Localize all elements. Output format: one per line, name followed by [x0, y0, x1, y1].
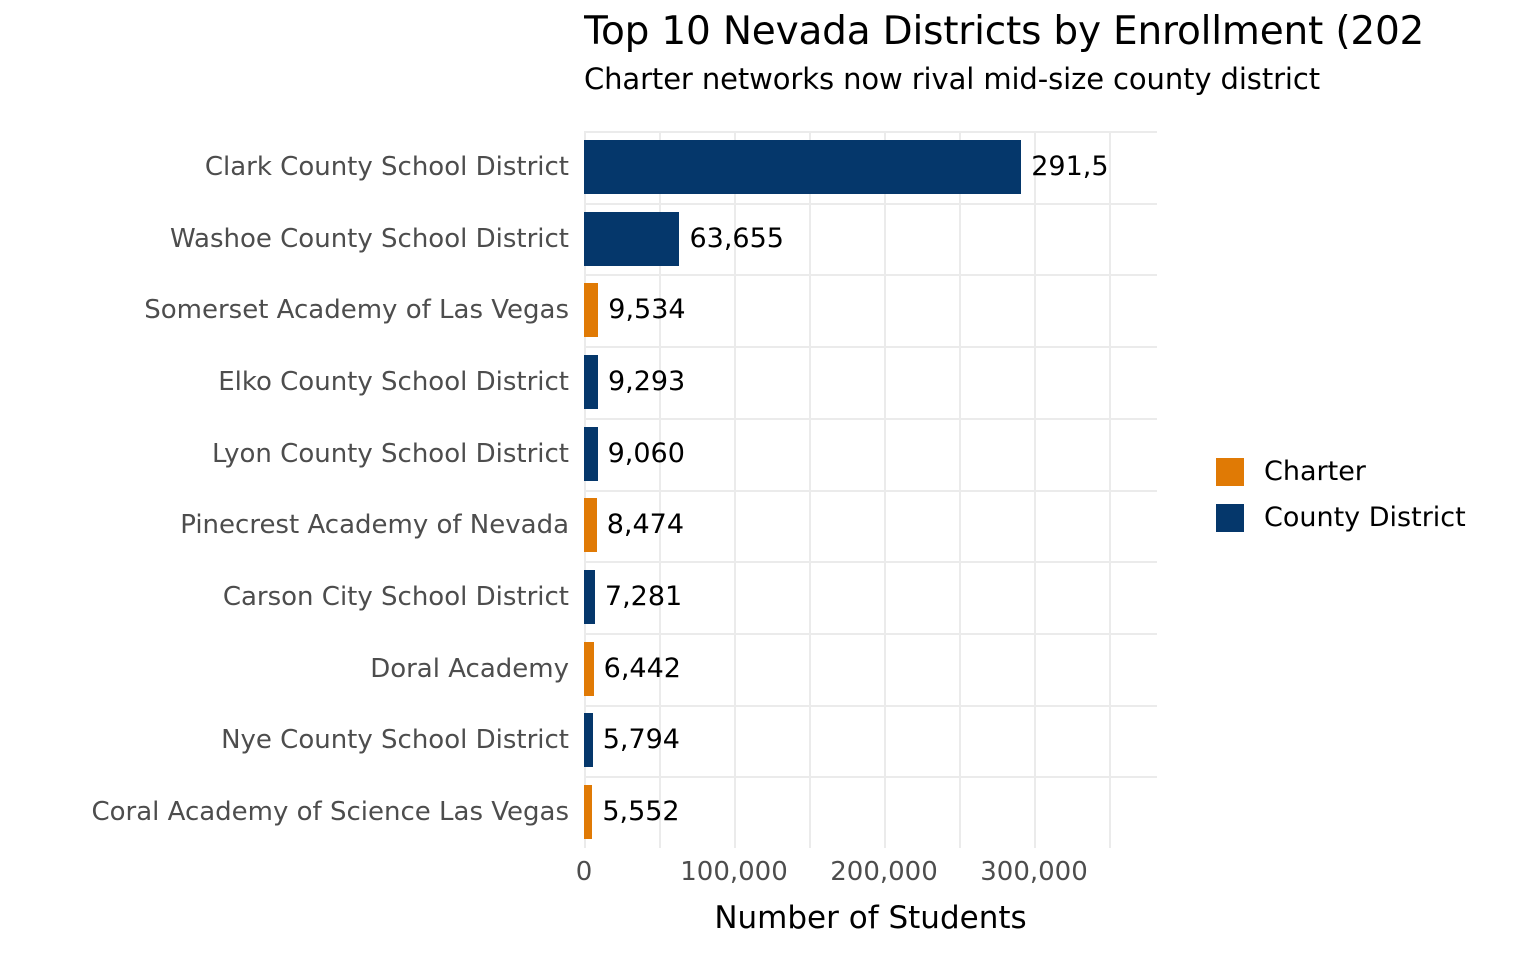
bar-value-label: 9,293	[607, 365, 686, 397]
bar	[584, 139, 1022, 194]
y-axis-tick-label: Elko County School District	[218, 366, 569, 397]
y-axis-tick-label: Coral Academy of Science Las Vegas	[91, 797, 569, 828]
bar-value-label: 7,281	[604, 581, 683, 613]
legend-label: County District	[1264, 502, 1466, 533]
gridline-horizontal	[584, 776, 1157, 779]
bar-value-label: 9,060	[607, 437, 685, 469]
y-axis-tick-label: Nye County School District	[221, 725, 569, 756]
x-axis-tick-labels: 0 100,000 200,000 300,000	[0, 855, 1536, 895]
x-axis-title: Number of Students	[714, 900, 1027, 936]
bar	[584, 211, 680, 266]
x-axis-tick-label: 0	[575, 857, 593, 887]
bar-value-label: 8,474	[606, 509, 684, 541]
plot-area: 291,5 63,655 9,534 9,293 9,060 8,474 7,281 6,44…	[584, 131, 1157, 848]
legend-item[interactable]: County District	[1216, 495, 1516, 541]
bar	[584, 713, 593, 768]
gridline-horizontal	[584, 704, 1157, 707]
legend-swatch-icon	[1216, 504, 1244, 532]
x-axis-tick-label: 100,000	[680, 857, 788, 887]
y-axis-tick-label: Clark County School District	[204, 151, 569, 182]
x-axis-tick-label: 200,000	[830, 857, 938, 887]
legend-label: Charter	[1264, 456, 1366, 487]
gridline-horizontal	[584, 202, 1157, 205]
bar-value-label: 291,5	[1031, 150, 1109, 182]
gridline-horizontal	[584, 131, 1157, 133]
y-axis-tick-label: Washoe County School District	[169, 223, 569, 254]
y-axis-tick-label: Somerset Academy of Las Vegas	[144, 295, 569, 326]
gridline-horizontal	[584, 346, 1157, 349]
gridline-horizontal	[584, 489, 1157, 492]
gridline-horizontal	[584, 632, 1157, 635]
bar-value-label: 9,534	[608, 294, 686, 326]
y-axis-tick-labels: Clark County School District Washoe Count…	[0, 131, 569, 848]
y-axis-tick-label: Pinecrest Academy of Nevada	[180, 510, 569, 541]
gridline-horizontal	[584, 417, 1157, 420]
bar	[584, 283, 599, 338]
bar	[584, 785, 593, 840]
bar	[584, 498, 597, 553]
bar	[584, 426, 598, 481]
page-title: Top 10 Nevada Districts by Enrollment (2…	[584, 9, 1425, 54]
chart-subtitle: Charter networks now rival mid-size coun…	[584, 62, 1320, 96]
chart-legend: Charter County District	[1216, 449, 1516, 541]
bar	[584, 354, 598, 409]
bar-value-label: 5,552	[602, 796, 680, 828]
gridline-horizontal	[584, 274, 1157, 277]
y-axis-tick-label: Doral Academy	[370, 653, 569, 684]
chart-title-block: Top 10 Nevada Districts by Enrollment (2…	[584, 6, 1536, 100]
bar-value-label: 6,442	[603, 652, 681, 684]
bar-value-label: 63,655	[689, 222, 784, 254]
legend-item[interactable]: Charter	[1216, 449, 1516, 495]
bar-value-label: 5,794	[602, 724, 680, 756]
x-axis-tick-label: 300,000	[980, 857, 1088, 887]
legend-swatch-icon	[1216, 458, 1244, 486]
bar	[584, 641, 594, 696]
gridline-horizontal	[584, 561, 1157, 564]
y-axis-tick-label: Carson City School District	[222, 582, 569, 613]
y-axis-tick-label: Lyon County School District	[212, 438, 569, 469]
bar	[584, 570, 595, 625]
